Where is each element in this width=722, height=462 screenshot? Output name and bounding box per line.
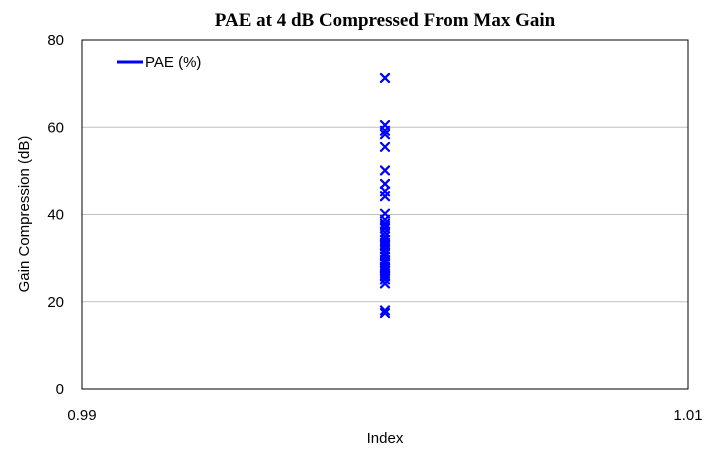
y-tick-label: 40 xyxy=(47,207,64,224)
x-axis-label: Index xyxy=(367,430,404,447)
legend-label-pae: PAE (%) xyxy=(145,54,201,71)
x-tick-label: 0.99 xyxy=(67,407,96,424)
data-point xyxy=(379,270,391,281)
data-point xyxy=(379,278,391,289)
data-point xyxy=(379,220,391,231)
legend: PAE (%) xyxy=(117,54,201,71)
y-tick-label: 80 xyxy=(47,32,64,49)
x-tick-label: 1.01 xyxy=(673,407,702,424)
data-point xyxy=(379,239,391,251)
data-point xyxy=(379,191,391,202)
data-point xyxy=(379,165,391,176)
data-points xyxy=(379,72,391,319)
plot-area-frame xyxy=(81,39,689,390)
y-tick-label: 0 xyxy=(56,381,64,398)
data-point xyxy=(379,305,391,316)
data-point xyxy=(379,307,391,319)
data-point xyxy=(379,129,391,140)
data-point xyxy=(379,247,391,258)
chart-title: PAE at 4 dB Compressed From Max Gain xyxy=(215,10,556,31)
data-point xyxy=(379,125,391,136)
data-point xyxy=(379,254,391,265)
y-tick-label: 20 xyxy=(47,294,64,311)
x-tick-labels: 0.99 1.01 xyxy=(67,407,702,424)
y-tick-labels: 0 20 40 60 80 xyxy=(47,32,64,398)
data-point xyxy=(379,141,391,152)
y-tick-label: 60 xyxy=(47,119,64,136)
data-point xyxy=(379,178,391,190)
data-point xyxy=(379,72,391,84)
y-axis-label: Gain Compression (dB) xyxy=(16,136,33,293)
data-point xyxy=(379,263,391,274)
